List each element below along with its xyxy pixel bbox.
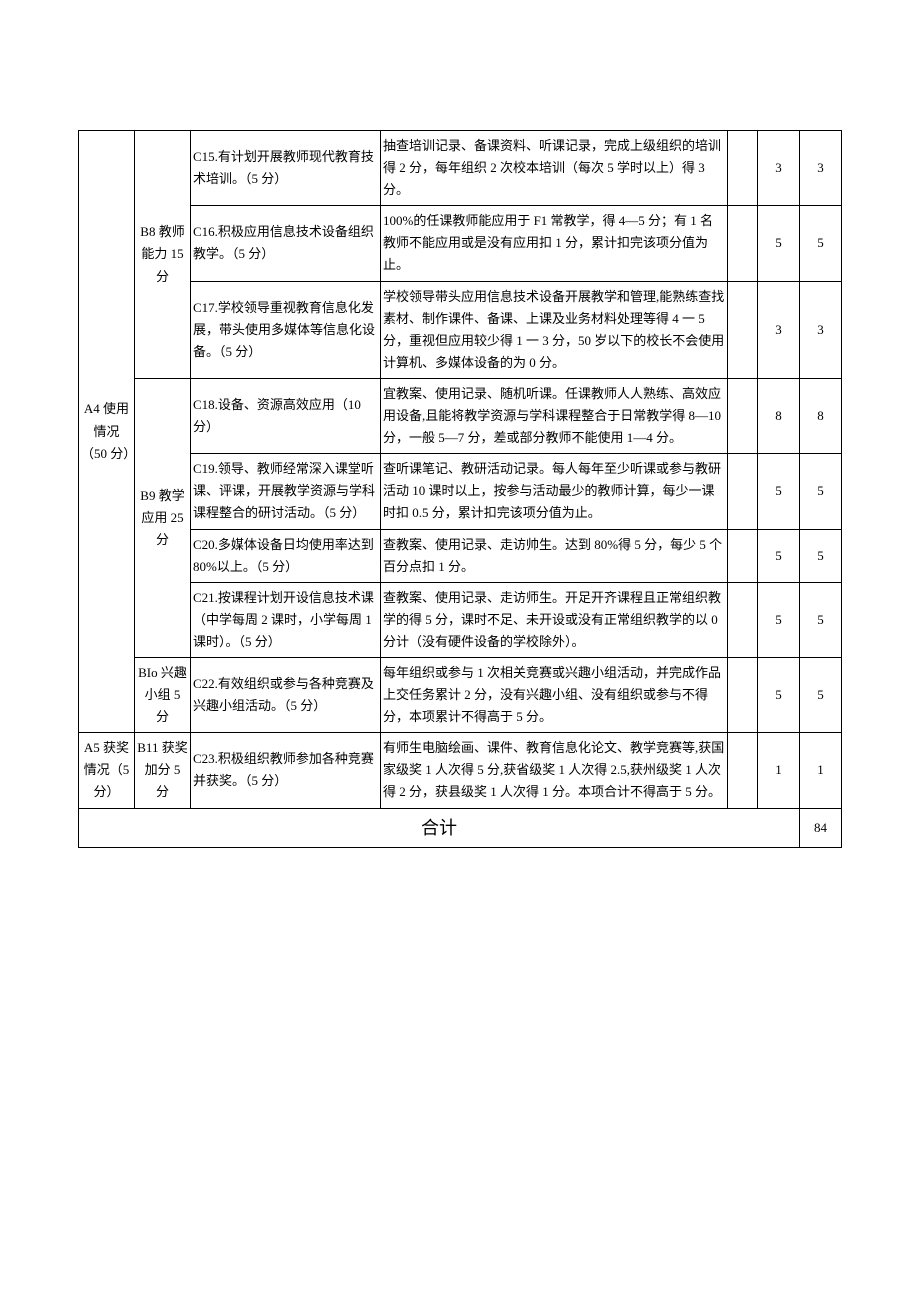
row-c17: C17.学校领导重视教育信息化发展，带头使用多媒体等信息化设备。（5 分） 学校… xyxy=(79,281,842,378)
row-c20: C20.多媒体设备日均使用率达到 80%以上。（5 分） 查教案、使用记录、走访… xyxy=(79,529,842,582)
cell-c16-c: C16.积极应用信息技术设备组织教学。（5 分） xyxy=(191,206,381,281)
cell-c18-e xyxy=(728,378,758,453)
cell-c17-f: 3 xyxy=(758,281,800,378)
cell-c21-g: 5 xyxy=(800,582,842,657)
cell-c23-f: 1 xyxy=(758,733,800,808)
cell-c20-d: 查教案、使用记录、走访帅生。达到 80%得 5 分，每少 5 个百分点扣 1 分… xyxy=(381,529,728,582)
row-c19: C19.领导、教师经常深入课堂听课、评课，开展教学资源与学科课程整合的研讨活动。… xyxy=(79,454,842,529)
cell-c15-g: 3 xyxy=(800,131,842,206)
cell-b10: BIo 兴趣小组 5 分 xyxy=(135,657,191,732)
cell-c19-f: 5 xyxy=(758,454,800,529)
cell-c16-e xyxy=(728,206,758,281)
cell-c18-d: 宜教案、使用记录、随机听课。任课教师人人熟练、高效应用设备,且能将教学资源与学科… xyxy=(381,378,728,453)
row-c22: BIo 兴趣小组 5 分 C22.有效组织或参与各种竞赛及兴趣小组活动。（5 分… xyxy=(79,657,842,732)
row-c23: A5 获奖情况（5 分） B11 获奖加分 5 分 C23.积极组织教师参加各种… xyxy=(79,733,842,808)
cell-c21-d: 查教案、使用记录、走访师生。开足开齐课程且正常组织教学的得 5 分，课时不足、未… xyxy=(381,582,728,657)
cell-c21-f: 5 xyxy=(758,582,800,657)
cell-c15-c: C15.有计划开展教师现代教育技术培训。（5 分） xyxy=(191,131,381,206)
cell-c16-g: 5 xyxy=(800,206,842,281)
cell-c19-d: 查听课笔记、教研活动记录。每人每年至少听课或参与教研活动 10 课时以上，按参与… xyxy=(381,454,728,529)
cell-c19-g: 5 xyxy=(800,454,842,529)
cell-a4: A4 使用情况（50 分） xyxy=(79,131,135,733)
cell-total-value: 84 xyxy=(800,808,842,848)
cell-c18-g: 8 xyxy=(800,378,842,453)
cell-c22-f: 5 xyxy=(758,657,800,732)
row-c18: B9 教学应用 25 分 C18.设备、资源高效应用（10 分） 宜教案、使用记… xyxy=(79,378,842,453)
cell-c19-e xyxy=(728,454,758,529)
cell-c23-g: 1 xyxy=(800,733,842,808)
cell-c17-e xyxy=(728,281,758,378)
cell-c22-g: 5 xyxy=(800,657,842,732)
cell-total-label: 合计 xyxy=(79,808,800,848)
cell-c22-d: 每年组织或参与 1 次相关竞赛或兴趣小组活动，并完成作品上交任务累计 2 分，没… xyxy=(381,657,728,732)
evaluation-table: A4 使用情况（50 分） B8 教师能力 15 分 C15.有计划开展教师现代… xyxy=(78,130,842,848)
cell-c15-d: 抽查培训记录、备课资料、听课记录，完成上级组织的培训得 2 分，每年组织 2 次… xyxy=(381,131,728,206)
row-c21: C21.按课程计划开设信息技术课（中学每周 2 课时，小学每周 1 课时）。（5… xyxy=(79,582,842,657)
cell-c17-d: 学校领导带头应用信息技术设备开展教学和管理,能熟练查找素材、制作课件、备课、上课… xyxy=(381,281,728,378)
cell-c17-g: 3 xyxy=(800,281,842,378)
cell-c22-e xyxy=(728,657,758,732)
cell-c23-d: 有师生电脑绘画、课件、教育信息化论文、教学竞赛等,获国家级奖 1 人次得 5 分… xyxy=(381,733,728,808)
cell-c22-c: C22.有效组织或参与各种竞赛及兴趣小组活动。（5 分） xyxy=(191,657,381,732)
cell-c15-e xyxy=(728,131,758,206)
cell-c23-c: C23.积极组织教师参加各种竞赛并获奖。（5 分） xyxy=(191,733,381,808)
cell-c19-c: C19.领导、教师经常深入课堂听课、评课，开展教学资源与学科课程整合的研讨活动。… xyxy=(191,454,381,529)
cell-c20-c: C20.多媒体设备日均使用率达到 80%以上。（5 分） xyxy=(191,529,381,582)
cell-b8: B8 教师能力 15 分 xyxy=(135,131,191,379)
cell-c15-f: 3 xyxy=(758,131,800,206)
cell-c16-d: 100%的任课教师能应用于 F1 常教学，得 4—5 分；有 1 名教师不能应用… xyxy=(381,206,728,281)
row-c16: C16.积极应用信息技术设备组织教学。（5 分） 100%的任课教师能应用于 F… xyxy=(79,206,842,281)
cell-b11: B11 获奖加分 5 分 xyxy=(135,733,191,808)
cell-c21-c: C21.按课程计划开设信息技术课（中学每周 2 课时，小学每周 1 课时）。（5… xyxy=(191,582,381,657)
cell-c20-g: 5 xyxy=(800,529,842,582)
cell-c16-f: 5 xyxy=(758,206,800,281)
cell-b9: B9 教学应用 25 分 xyxy=(135,378,191,657)
cell-c18-c: C18.设备、资源高效应用（10 分） xyxy=(191,378,381,453)
cell-c20-f: 5 xyxy=(758,529,800,582)
cell-c23-e xyxy=(728,733,758,808)
row-c15: A4 使用情况（50 分） B8 教师能力 15 分 C15.有计划开展教师现代… xyxy=(79,131,842,206)
cell-c20-e xyxy=(728,529,758,582)
cell-a5: A5 获奖情况（5 分） xyxy=(79,733,135,808)
cell-c17-c: C17.学校领导重视教育信息化发展，带头使用多媒体等信息化设备。（5 分） xyxy=(191,281,381,378)
cell-c18-f: 8 xyxy=(758,378,800,453)
row-total: 合计 84 xyxy=(79,808,842,848)
cell-c21-e xyxy=(728,582,758,657)
